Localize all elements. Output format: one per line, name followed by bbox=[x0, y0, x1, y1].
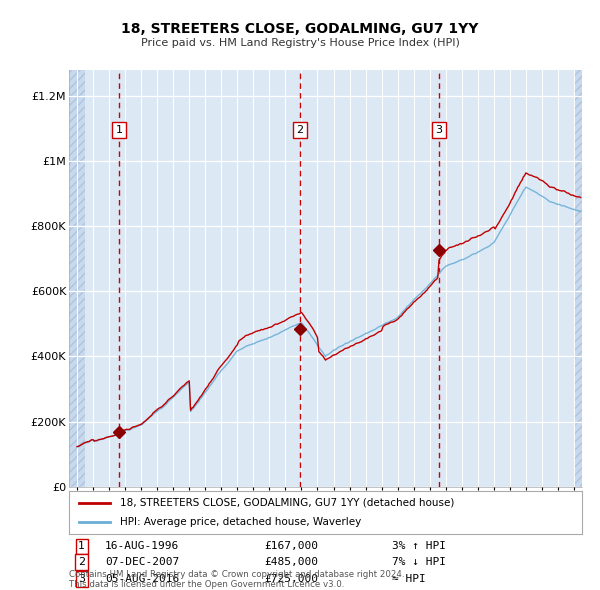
Text: 18, STREETERS CLOSE, GODALMING, GU7 1YY (detached house): 18, STREETERS CLOSE, GODALMING, GU7 1YY … bbox=[121, 498, 455, 508]
Text: 1: 1 bbox=[116, 125, 122, 135]
Text: 07-DEC-2007: 07-DEC-2007 bbox=[105, 558, 179, 567]
Text: HPI: Average price, detached house, Waverley: HPI: Average price, detached house, Wave… bbox=[121, 517, 362, 527]
Text: 2: 2 bbox=[296, 125, 304, 135]
Bar bbox=[574, 70, 582, 487]
Text: 3: 3 bbox=[79, 574, 85, 584]
Text: £725,000: £725,000 bbox=[264, 574, 318, 584]
Text: £167,000: £167,000 bbox=[264, 542, 318, 551]
Text: 3: 3 bbox=[436, 125, 443, 135]
Text: Contains HM Land Registry data © Crown copyright and database right 2024.
This d: Contains HM Land Registry data © Crown c… bbox=[69, 570, 404, 589]
Text: 16-AUG-1996: 16-AUG-1996 bbox=[105, 542, 179, 551]
Text: 1: 1 bbox=[79, 542, 85, 551]
Text: 18, STREETERS CLOSE, GODALMING, GU7 1YY: 18, STREETERS CLOSE, GODALMING, GU7 1YY bbox=[121, 22, 479, 37]
Text: £485,000: £485,000 bbox=[264, 558, 318, 567]
Text: 2: 2 bbox=[78, 558, 85, 567]
Text: 3% ↑ HPI: 3% ↑ HPI bbox=[392, 542, 446, 551]
Text: 05-AUG-2016: 05-AUG-2016 bbox=[105, 574, 179, 584]
Text: ≈ HPI: ≈ HPI bbox=[392, 574, 426, 584]
Bar bbox=[69, 70, 85, 487]
Text: Price paid vs. HM Land Registry's House Price Index (HPI): Price paid vs. HM Land Registry's House … bbox=[140, 38, 460, 48]
Text: 7% ↓ HPI: 7% ↓ HPI bbox=[392, 558, 446, 567]
